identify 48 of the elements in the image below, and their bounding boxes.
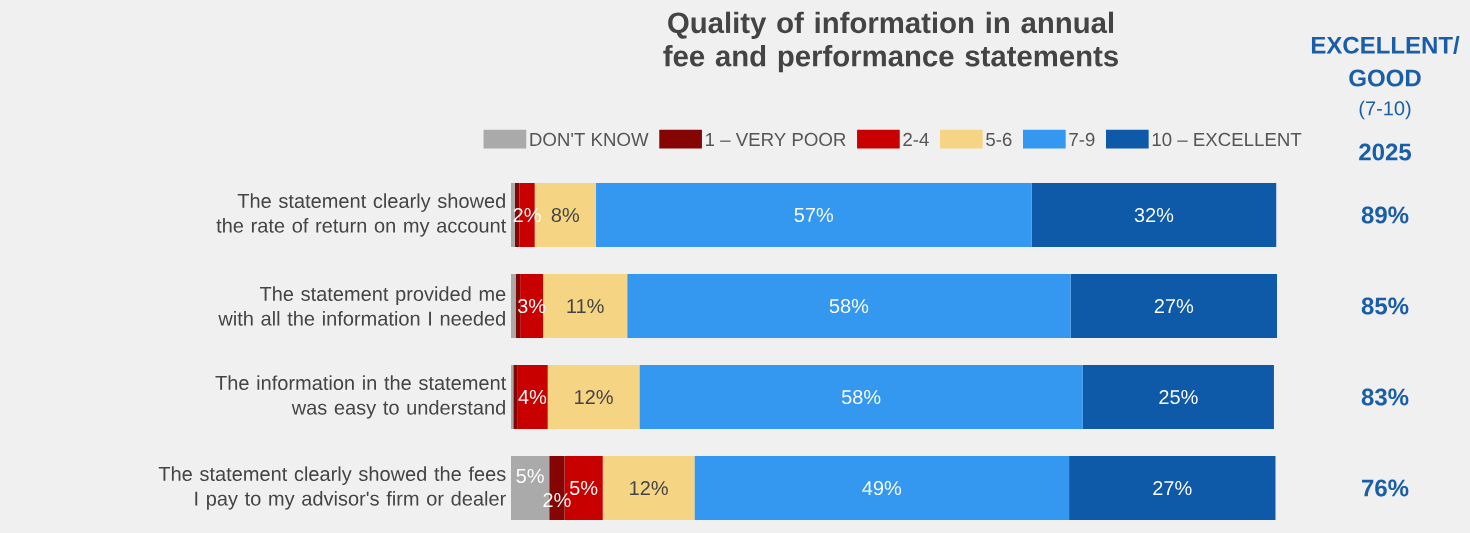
- y-tick-label: The statement clearly showed the fees I pay to my advisor's firm or dealer: [158, 466, 506, 510]
- y-tick-label: The statement provided me with all the information I needed: [218, 286, 506, 326]
- legend-label: 10 – EXCELLENT: [1152, 132, 1302, 147]
- legend-label: 7-9: [1069, 132, 1095, 147]
- text: GOOD: [1349, 69, 1421, 87]
- data-label: 5%: [516, 468, 544, 484]
- bar: [639, 365, 1083, 430]
- data-label: 12%: [575, 389, 613, 405]
- bar: [595, 183, 1032, 248]
- bar: [627, 274, 1071, 339]
- bar: [511, 274, 516, 339]
- data-label: 27%: [1153, 480, 1192, 496]
- legend-label: 5-6: [986, 132, 1012, 147]
- text: 83%: [1361, 388, 1409, 406]
- legend-label: DON'T KNOW: [530, 132, 649, 147]
- legend-label: 2-4: [903, 132, 929, 146]
- data-label: 57%: [794, 207, 834, 223]
- data-label: 4%: [518, 390, 547, 405]
- y-tick-label: The statement clearly showed the rate of return on my account: [216, 193, 507, 237]
- bar: [511, 183, 515, 248]
- data-label: 49%: [862, 480, 902, 496]
- data-label: 8%: [551, 207, 580, 223]
- data-label: 27%: [1154, 298, 1194, 314]
- data-label: 25%: [1159, 389, 1198, 405]
- data-label: 12%: [630, 480, 668, 496]
- data-label: 58%: [829, 298, 869, 314]
- text: (7-10): [1359, 100, 1411, 120]
- text: 89%: [1361, 206, 1409, 224]
- text: 76%: [1362, 479, 1409, 497]
- text: EXCELLENT/: [1311, 36, 1460, 54]
- bar: [602, 456, 695, 521]
- bar: [1031, 183, 1277, 248]
- data-label: 32%: [1134, 207, 1174, 223]
- text: 2025: [1359, 143, 1412, 161]
- bar: [1070, 274, 1278, 339]
- legend-label: 1 – VERY POOR: [706, 132, 846, 147]
- bar: [547, 365, 640, 430]
- bar: [513, 365, 518, 430]
- bar: [1082, 365, 1274, 430]
- data-label: 58%: [841, 389, 881, 405]
- bar: [694, 456, 1070, 521]
- chart-title: Quality of information in annual fee and performance statements: [663, 11, 1118, 73]
- bar: [517, 365, 548, 430]
- y-tick-label: The information in the statement was easy to understand: [215, 375, 507, 419]
- data-label: 11%: [567, 299, 604, 314]
- text: 85%: [1361, 297, 1409, 315]
- bar: [1069, 456, 1276, 521]
- data-label: 5%: [569, 480, 598, 496]
